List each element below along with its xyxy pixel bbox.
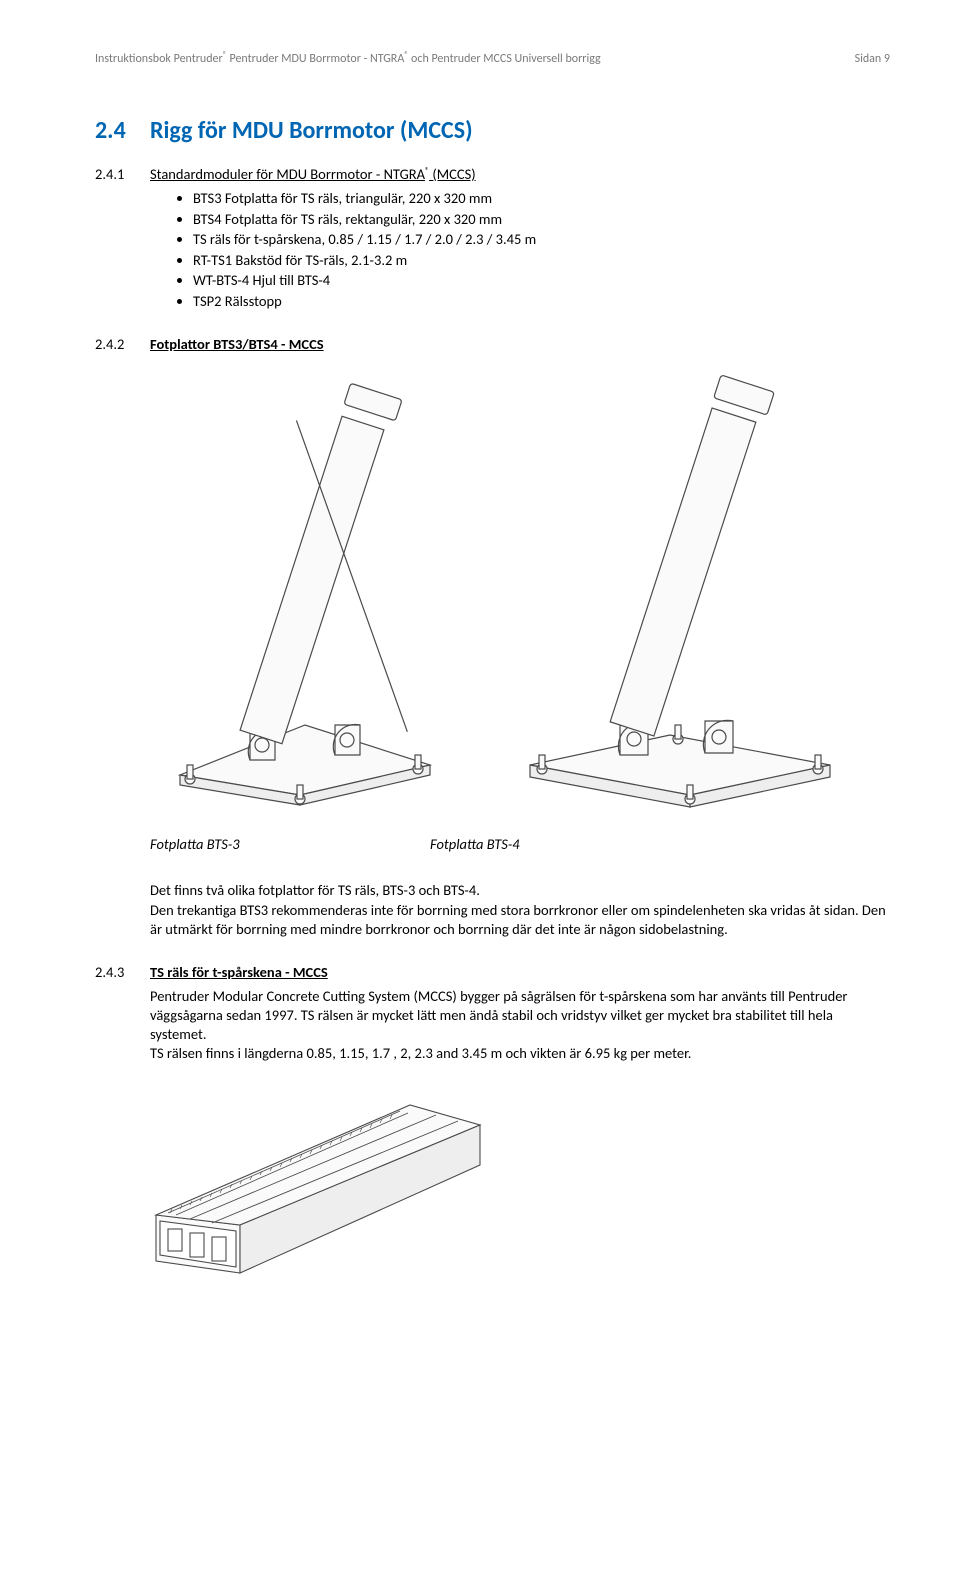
section-num: 2.4: [95, 116, 150, 145]
section-title-text: Rigg för MDU Borrmotor (MCCS): [150, 116, 473, 145]
subsection-2-heading: 2.4.2 Fotplattor BTS3/BTS4 - MCCS: [95, 335, 890, 353]
list-item: TSP2 Rälsstopp: [193, 292, 890, 312]
subsection-1-heading: 2.4.1 Standardmoduler för MDU Borrmotor …: [95, 165, 890, 183]
rail-illustration: [150, 1085, 490, 1275]
caption-bts3: Fotplatta BTS-3: [150, 835, 430, 853]
header-left-b: Pentruder MDU Borrmotor - NTGRA: [227, 52, 405, 66]
page-header: Instruktionsbok Pentruder® Pentruder MDU…: [95, 50, 890, 66]
sub1-title-a: Standardmoduler för MDU Borrmotor - NTGR…: [150, 165, 425, 183]
header-left: Instruktionsbok Pentruder® Pentruder MDU…: [95, 50, 601, 66]
sub3-paragraph: Pentruder Modular Concrete Cutting Syste…: [150, 987, 890, 1064]
sub2-num: 2.4.2: [95, 335, 150, 353]
module-list: BTS3 Fotplatta för TS räls, triangulär, …: [95, 189, 890, 311]
list-item: RT-TS1 Bakstöd för TS-räls, 2.1-3.2 m: [193, 251, 890, 271]
sub2-title: Fotplattor BTS3/BTS4 - MCCS: [150, 335, 324, 353]
list-item: WT-BTS-4 Hjul till BTS-4: [193, 271, 890, 291]
sub1-num: 2.4.1: [95, 165, 150, 183]
sub3-num: 2.4.3: [95, 963, 150, 981]
footplate-illustration: [150, 365, 850, 825]
figure-captions: Fotplatta BTS-3 Fotplatta BTS-4: [150, 835, 890, 853]
header-left-a: Instruktionsbok Pentruder: [95, 52, 223, 66]
subsection-3-heading: 2.4.3 TS räls för t-spårskena - MCCS: [95, 963, 890, 981]
header-left-c: och Pentruder MCCS Universell borrigg: [408, 52, 600, 66]
sub3-title: TS räls för t-spårskena - MCCS: [150, 963, 328, 981]
footplate-figure: [150, 365, 850, 825]
list-item: BTS3 Fotplatta för TS räls, triangulär, …: [193, 189, 890, 209]
list-item: TS räls för t-spårskena, 0.85 / 1.15 / 1…: [193, 230, 890, 250]
sub2-paragraph: Det finns två olika fotplattor för TS rä…: [150, 881, 890, 938]
caption-bts4: Fotplatta BTS-4: [430, 835, 520, 853]
sub1-title-b: (MCCS): [429, 165, 476, 183]
header-right: Sidan 9: [855, 52, 890, 66]
rail-figure: [150, 1085, 890, 1280]
section-heading: 2.4Rigg för MDU Borrmotor (MCCS): [95, 116, 890, 145]
list-item: BTS4 Fotplatta för TS räls, rektangulär,…: [193, 210, 890, 230]
